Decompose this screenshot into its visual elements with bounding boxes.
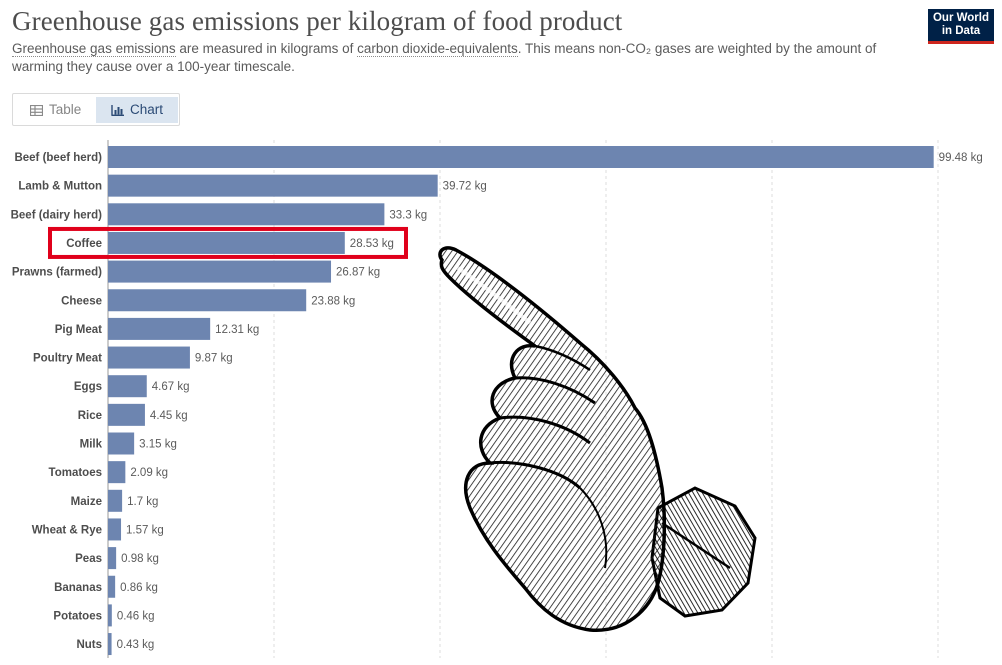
subtitle-text-1: are measured in kilograms of [175, 41, 358, 56]
bar [108, 317, 211, 340]
bar [108, 174, 438, 197]
value-label: 9.87 kg [195, 353, 233, 365]
category-label: Eggs [74, 381, 102, 393]
value-label: 28.53 kg [350, 238, 394, 250]
bar [108, 575, 116, 598]
value-label: 1.7 kg [127, 496, 158, 508]
logo-line-2: in Data [941, 25, 981, 37]
value-label: 0.43 kg [117, 639, 155, 651]
value-label: 4.67 kg [152, 381, 190, 393]
category-label: Wheat & Rye [32, 524, 102, 536]
category-label: Tomatoes [49, 467, 102, 479]
value-label: 2.09 kg [130, 467, 168, 479]
bar [108, 547, 117, 570]
category-label: Prawns (farmed) [12, 267, 102, 279]
bar [108, 260, 332, 283]
bar [108, 375, 147, 398]
category-label: Maize [71, 496, 102, 508]
value-label: 33.3 kg [389, 209, 427, 221]
category-label: Peas [75, 553, 102, 565]
bar [108, 604, 112, 627]
logo-line-1: Our World [932, 12, 989, 24]
bar [108, 346, 190, 369]
view-tabs: Table Chart [12, 93, 180, 126]
category-label: Bananas [54, 582, 102, 594]
category-label: Nuts [76, 639, 102, 651]
category-label: Cheese [61, 295, 102, 307]
tab-chart-label: Chart [130, 102, 164, 117]
value-label: 12.31 kg [215, 324, 259, 336]
bar [108, 518, 122, 541]
category-label: Milk [80, 439, 103, 451]
category-label: Rice [78, 410, 102, 422]
category-label: Coffee [66, 238, 102, 250]
chart-subtitle: Greenhouse gas emissions are measured in… [12, 40, 902, 76]
table-icon [29, 104, 44, 117]
value-label: 0.98 kg [121, 553, 159, 565]
owid-logo[interactable]: Our World in Data [928, 9, 994, 44]
category-label: Beef (dairy herd) [11, 209, 103, 221]
bar-chart-icon [111, 105, 124, 117]
co2e-link[interactable]: carbon dioxide-equivalents [357, 41, 518, 57]
ghg-link[interactable]: Greenhouse gas emissions [12, 41, 176, 57]
tab-table[interactable]: Table [16, 97, 94, 123]
subtitle-text-2: . This means non-CO₂ gases are weighted … [12, 41, 877, 74]
category-label: Pig Meat [55, 324, 102, 336]
bar [108, 203, 385, 226]
value-label: 39.72 kg [443, 181, 487, 193]
bar [108, 289, 307, 312]
bar [108, 146, 934, 168]
tab-chart[interactable]: Chart [96, 97, 178, 123]
value-label: 0.86 kg [120, 582, 158, 594]
tab-table-label: Table [49, 102, 82, 117]
bar [108, 432, 135, 455]
bar [108, 633, 112, 656]
bar [108, 489, 123, 512]
value-label: 0.46 kg [117, 610, 155, 622]
bar [108, 231, 345, 254]
highlight-box [48, 226, 408, 259]
value-label: 4.45 kg [150, 410, 188, 422]
pointing-hand-icon [438, 246, 757, 632]
category-label: Lamb & Mutton [18, 181, 102, 193]
value-label: 1.57 kg [126, 524, 164, 536]
value-label: 26.87 kg [336, 267, 380, 279]
value-label: 99.48 kg [939, 152, 983, 164]
category-label: Poultry Meat [33, 353, 102, 365]
category-label: Potatoes [53, 610, 102, 622]
category-label: Beef (beef herd) [14, 152, 102, 164]
bar [108, 403, 145, 426]
value-label: 23.88 kg [311, 295, 355, 307]
chart-title: Greenhouse gas emissions per kilogram of… [12, 6, 623, 36]
value-label: 3.15 kg [139, 439, 177, 451]
bar [108, 461, 126, 484]
